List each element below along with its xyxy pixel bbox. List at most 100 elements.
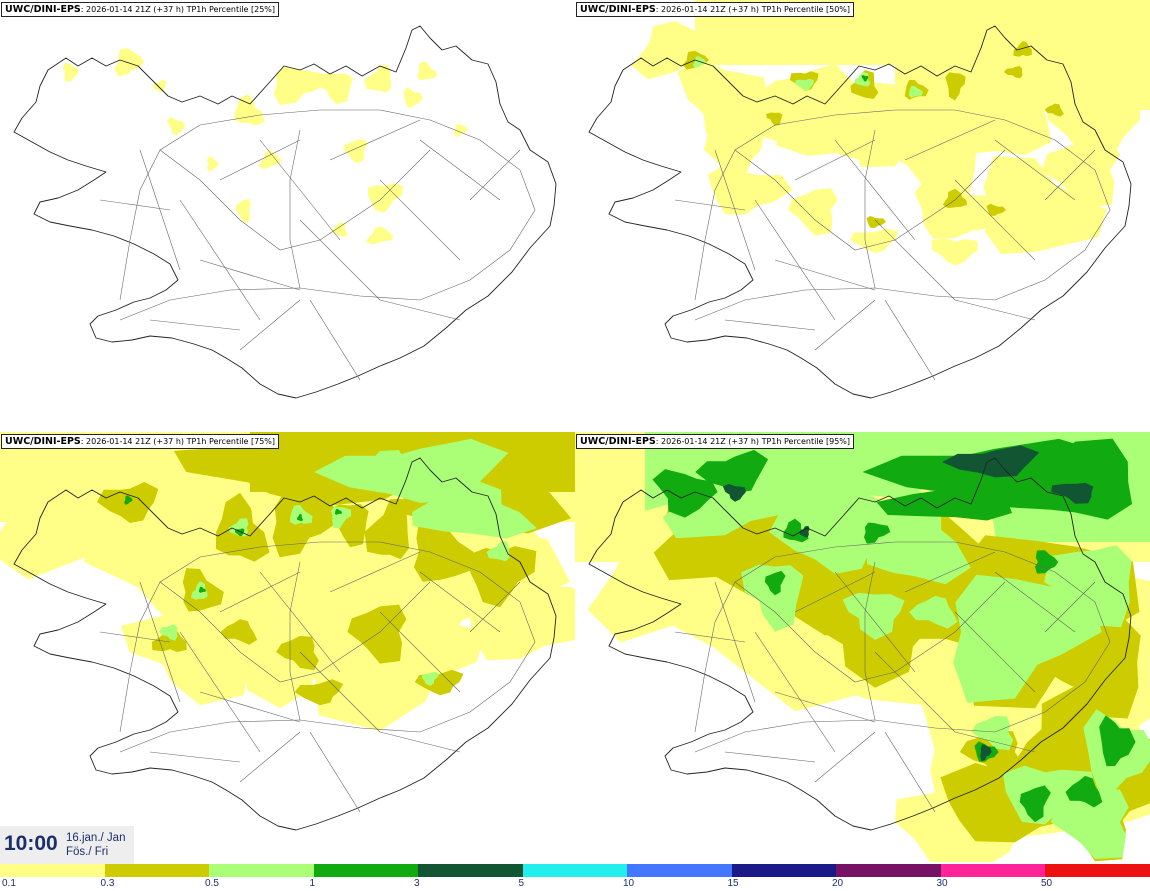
legend-label: 10 (623, 878, 635, 889)
road-line (199, 691, 301, 723)
coastline (588, 457, 1132, 831)
road-line (119, 541, 536, 753)
road-line (299, 219, 381, 301)
road-line (239, 299, 301, 351)
legend-label: 0.5 (205, 878, 219, 889)
precip-area (422, 671, 440, 686)
precip-area (276, 636, 319, 671)
precip-map (0, 432, 575, 831)
precip-map (588, 0, 1150, 399)
precip-area (1035, 550, 1059, 574)
road-line (99, 199, 171, 211)
road-line (259, 571, 341, 673)
precip-area (365, 226, 394, 245)
precip-area (769, 492, 892, 574)
road-line (259, 139, 341, 241)
field-name: TP1h Percentile [25%] (186, 5, 276, 14)
precip-area (272, 493, 339, 558)
precip-area (722, 483, 746, 502)
precip-area (114, 48, 145, 77)
precip-area (842, 592, 905, 640)
road-line (139, 581, 181, 703)
road-line (724, 319, 816, 331)
precip-area (1044, 545, 1132, 628)
road-line (754, 199, 836, 321)
precip-area (340, 450, 409, 491)
road-line (299, 651, 381, 733)
precip-area (207, 156, 219, 171)
legend-swatch (313, 864, 418, 877)
precip-area (741, 564, 804, 632)
legend-label: 50 (1041, 878, 1053, 889)
road-line (694, 541, 1111, 753)
road-line (1044, 581, 1096, 633)
legend-label: 20 (832, 878, 844, 889)
precip-area (861, 75, 869, 82)
road-line (884, 299, 936, 381)
precip-area (198, 586, 207, 593)
precip-area (914, 175, 1009, 239)
precip-area (909, 596, 958, 629)
road-line (379, 179, 461, 261)
road-line (139, 149, 181, 271)
run-info: 2026-01-14 21Z (+37 h) (86, 437, 185, 446)
legend-label: 15 (727, 878, 739, 889)
precip-area (1044, 103, 1064, 117)
road-line (954, 299, 1036, 321)
coastline (13, 457, 557, 831)
precip-area (876, 480, 1012, 521)
precip-area (454, 124, 468, 138)
road-line (419, 571, 501, 633)
panel-title: UWC/DINI-EPS: 2026-01-14 21Z (+37 h) TP1… (576, 434, 855, 449)
precip-map (13, 25, 557, 399)
coastline (588, 25, 1132, 399)
legend-label: 3 (414, 878, 420, 889)
precip-area (994, 438, 1133, 520)
legend-label: 0.1 (2, 878, 16, 889)
precip-area (1003, 66, 1023, 79)
road-line (884, 731, 936, 813)
precip-area (343, 138, 368, 164)
precip-area (1047, 87, 1141, 165)
road-line (309, 731, 361, 813)
field-name: TP1h Percentile [75%] (186, 437, 276, 446)
road-line (714, 581, 756, 703)
road-line (379, 611, 461, 693)
precip-area (652, 469, 718, 518)
road-line (954, 731, 1036, 753)
precip-area (693, 56, 706, 68)
color-legend: 0.1 0.3 0.5 1 3 5 10 15 20 30 50 (0, 864, 1150, 891)
precip-area (953, 574, 1102, 703)
road-line (329, 119, 421, 161)
map-panel-p95: UWC/DINI-EPS: 2026-01-14 21Z (+37 h) TP1… (575, 432, 1150, 862)
precip-area (983, 156, 1107, 255)
road-line (814, 731, 876, 783)
run-info: 2026-01-14 21Z (+37 h) (661, 5, 760, 14)
precip-area (413, 514, 474, 582)
legend-swatch (627, 864, 732, 877)
coastline (13, 25, 557, 399)
precip-area (124, 495, 133, 505)
precip-area (866, 216, 886, 228)
road-line (774, 691, 876, 723)
road-line (674, 631, 746, 643)
road-line (379, 299, 461, 321)
precip-area (707, 164, 793, 215)
precip-area (294, 679, 344, 706)
precip-area (1050, 789, 1129, 859)
legend-label: 0.3 (100, 878, 115, 889)
precip-area (368, 183, 404, 213)
road-line (874, 219, 956, 301)
precip-area (220, 619, 258, 645)
precip-area (364, 64, 392, 93)
road-line (954, 179, 1036, 261)
valid-time: 10:00 (4, 832, 58, 855)
road-line (119, 109, 536, 321)
road-line (694, 109, 1111, 321)
road-line (734, 581, 1006, 683)
field-name: TP1h Percentile [50%] (761, 5, 851, 14)
precip-area (864, 522, 891, 544)
legend-swatch (418, 864, 523, 877)
road-line (864, 561, 876, 721)
valid-weekday: Fös./ Fri (66, 846, 109, 858)
